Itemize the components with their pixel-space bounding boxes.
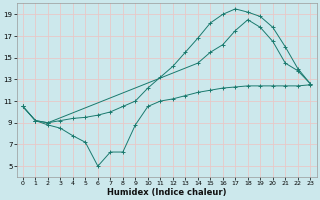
X-axis label: Humidex (Indice chaleur): Humidex (Indice chaleur) <box>107 188 226 197</box>
